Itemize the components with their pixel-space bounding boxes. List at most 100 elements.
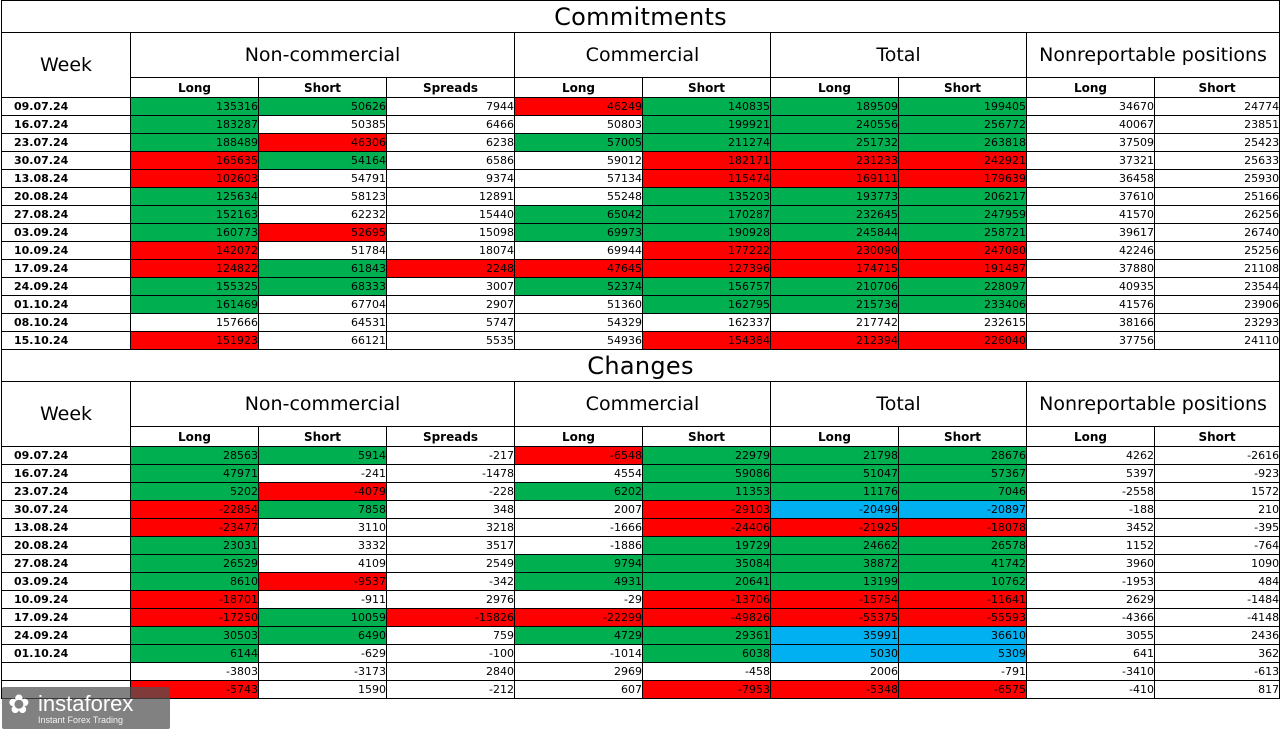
value-cell: 362 bbox=[1153, 644, 1280, 663]
week-cell: 03.09.24 bbox=[1, 572, 131, 591]
value-cell: 206217 bbox=[898, 187, 1027, 206]
value-cell: 5747 bbox=[386, 313, 515, 332]
value-cell: 54791 bbox=[258, 169, 387, 188]
value-cell: 51784 bbox=[258, 241, 387, 260]
value-cell: 46306 bbox=[258, 133, 387, 152]
value-cell: 240556 bbox=[770, 115, 899, 134]
value-cell: 1572 bbox=[1153, 482, 1280, 501]
table-row: 01.10.24 6144 -629 -100 -1014 6038 5030 5309 641… bbox=[1, 644, 1280, 663]
value-cell: -212 bbox=[386, 680, 515, 699]
table-row: 23.07.24 188489 46306 6238 57005 211274 251732… bbox=[1, 133, 1280, 152]
commercial-header: Commercial bbox=[514, 32, 771, 78]
value-cell: 22979 bbox=[642, 446, 771, 465]
value-cell: 3452 bbox=[1026, 518, 1155, 537]
value-cell: 25423 bbox=[1153, 133, 1280, 152]
value-cell: 199921 bbox=[642, 115, 771, 134]
value-cell: 6586 bbox=[386, 151, 515, 170]
value-cell: 54164 bbox=[258, 151, 387, 170]
value-cell: -24406 bbox=[642, 518, 771, 537]
value-cell: -217 bbox=[386, 446, 515, 465]
value-cell: 64531 bbox=[258, 313, 387, 332]
value-cell: -395 bbox=[1153, 518, 1280, 537]
value-cell: 188489 bbox=[130, 133, 259, 152]
week-cell: 27.08.24 bbox=[1, 205, 131, 224]
value-cell: 55248 bbox=[514, 187, 643, 206]
value-cell: 189509 bbox=[770, 97, 899, 116]
value-cell: -228 bbox=[386, 482, 515, 501]
value-cell: -1886 bbox=[514, 536, 643, 555]
value-cell: 26529 bbox=[130, 554, 259, 573]
value-cell: 177222 bbox=[642, 241, 771, 260]
value-cell: -911 bbox=[258, 590, 387, 609]
value-cell: 6490 bbox=[258, 626, 387, 645]
value-cell: 152163 bbox=[130, 205, 259, 224]
value-cell: -188 bbox=[1026, 500, 1155, 519]
value-cell: 41742 bbox=[898, 554, 1027, 573]
value-cell: 5202 bbox=[130, 482, 259, 501]
value-cell: 47645 bbox=[514, 259, 643, 278]
section-title-row: Changes bbox=[0, 349, 1280, 382]
table-row: 10.09.24 -18701 -911 2976 -29 -13706 -15754 -11… bbox=[1, 590, 1280, 609]
week-cell: 09.07.24 bbox=[1, 97, 131, 116]
value-cell: 161469 bbox=[130, 295, 259, 314]
value-cell: 46249 bbox=[514, 97, 643, 116]
section-title: Commitments bbox=[0, 0, 1280, 33]
table-row: 13.08.24 -23477 3110 3218 -1666 -24406 -21925-… bbox=[1, 518, 1280, 537]
table-row: 20.08.24 23031 3332 3517 -1886 19729 24662 2657… bbox=[1, 536, 1280, 555]
value-cell: 23544 bbox=[1153, 277, 1280, 296]
table-row: 13.08.24 102603 54791 9374 57134 115474 169111… bbox=[1, 169, 1280, 188]
value-cell: 245844 bbox=[770, 223, 899, 242]
week-cell: 01.10.24 bbox=[1, 644, 131, 663]
value-cell: -6548 bbox=[514, 446, 643, 465]
value-cell: 230090 bbox=[770, 241, 899, 260]
value-cell: 15440 bbox=[386, 205, 515, 224]
value-cell: -11641 bbox=[898, 590, 1027, 609]
sub-header-short: Short bbox=[898, 426, 1027, 447]
value-cell: -18701 bbox=[130, 590, 259, 609]
value-cell: 24662 bbox=[770, 536, 899, 555]
value-cell: 247959 bbox=[898, 205, 1027, 224]
value-cell: 1090 bbox=[1153, 554, 1280, 573]
week-cell: 13.08.24 bbox=[1, 169, 131, 188]
week-cell: 23.07.24 bbox=[1, 133, 131, 152]
value-cell: 5309 bbox=[898, 644, 1027, 663]
sub-header-short: Short bbox=[642, 426, 771, 447]
value-cell: 232645 bbox=[770, 205, 899, 224]
value-cell: 6202 bbox=[514, 482, 643, 501]
value-cell: -15826 bbox=[386, 608, 515, 627]
value-cell: 228097 bbox=[898, 277, 1027, 296]
value-cell: 607 bbox=[514, 680, 643, 699]
value-cell: 348 bbox=[386, 500, 515, 519]
table-row: 24.09.24 30503 6490 759 4729 29361 35991 36610 3… bbox=[1, 626, 1280, 645]
value-cell: 156757 bbox=[642, 277, 771, 296]
value-cell: 3007 bbox=[386, 277, 515, 296]
group-header-row: Week Non-commercial Commercial Total Nonrepo… bbox=[1, 381, 1280, 447]
value-cell: -613 bbox=[1153, 662, 1280, 681]
value-cell: -1666 bbox=[514, 518, 643, 537]
value-cell: 11176 bbox=[770, 482, 899, 501]
value-cell: 242921 bbox=[898, 151, 1027, 170]
instaforex-logo-icon: ✿ bbox=[8, 690, 30, 720]
value-cell: 151923 bbox=[130, 331, 259, 350]
value-cell: -20499 bbox=[770, 500, 899, 519]
value-cell: 28676 bbox=[898, 446, 1027, 465]
week-cell: 20.08.24 bbox=[1, 187, 131, 206]
value-cell: 20641 bbox=[642, 572, 771, 591]
value-cell: -18078 bbox=[898, 518, 1027, 537]
value-cell: 41576 bbox=[1026, 295, 1155, 314]
week-cell: 24.09.24 bbox=[1, 626, 131, 645]
value-cell: 7046 bbox=[898, 482, 1027, 501]
value-cell: -5348 bbox=[770, 680, 899, 699]
value-cell: -4079 bbox=[258, 482, 387, 501]
value-cell: 52695 bbox=[258, 223, 387, 242]
value-cell: 10059 bbox=[258, 608, 387, 627]
value-cell: 226040 bbox=[898, 331, 1027, 350]
table-row: 17.09.24 -17250 10059 -15826 -22299 -49826 -55… bbox=[1, 608, 1280, 627]
value-cell: 35991 bbox=[770, 626, 899, 645]
week-cell: 10.09.24 bbox=[1, 241, 131, 260]
value-cell: -29 bbox=[514, 590, 643, 609]
value-cell: 6144 bbox=[130, 644, 259, 663]
value-cell: 102603 bbox=[130, 169, 259, 188]
value-cell: 256772 bbox=[898, 115, 1027, 134]
noncommercial-header: Non-commercial bbox=[130, 381, 515, 427]
